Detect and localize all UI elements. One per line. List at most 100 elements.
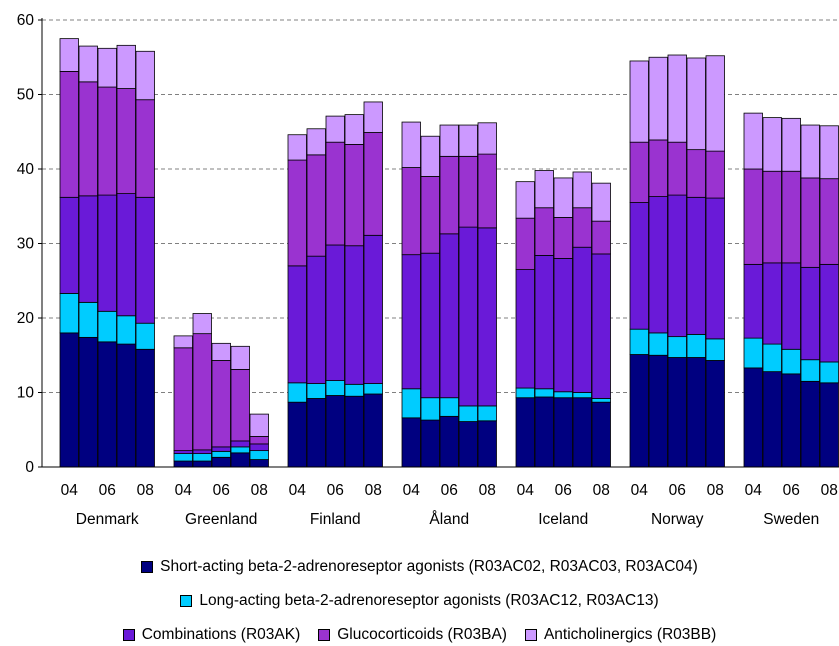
bar-segment (572, 246, 592, 393)
legend-row-2: Long-acting beta-2-adrenoreseptor agonis… (0, 592, 839, 612)
x-tick-label: 06 (783, 482, 800, 499)
bar-segment (629, 141, 649, 203)
x-tick-label: 04 (745, 482, 763, 499)
bar-segment (287, 265, 307, 384)
bar-segment (515, 397, 535, 468)
legend-swatch (318, 629, 331, 641)
bar-segment (705, 360, 725, 468)
bar-segment (363, 383, 383, 395)
bar-segment (439, 397, 459, 417)
bar-segment (743, 337, 763, 369)
bar-segment (667, 336, 687, 358)
bar-segment (648, 56, 668, 141)
bar-segment (249, 443, 269, 452)
bar-segment (591, 398, 611, 403)
bar-segment (458, 124, 478, 157)
bar-segment (591, 401, 611, 468)
bar-segment (135, 196, 155, 324)
bar-segment (78, 301, 98, 338)
bar-segment (211, 456, 231, 468)
bar-segment (515, 217, 535, 270)
bar-segment (363, 234, 383, 384)
bar-segment (515, 269, 535, 389)
bar-segment (420, 176, 440, 254)
bar-segment (230, 369, 250, 442)
bar-segment (306, 398, 326, 468)
bar-segment (534, 396, 554, 468)
x-tick-label: 06 (99, 482, 116, 499)
bar-segment (97, 47, 117, 88)
bar-segment (800, 177, 820, 268)
bar-segment (572, 207, 592, 248)
bar-segment (477, 420, 497, 468)
legend-swatch (122, 629, 135, 641)
y-tick-label: 20 (17, 310, 35, 327)
bar-segment (135, 99, 155, 198)
bar-segment (781, 117, 801, 172)
x-tick-label: 04 (631, 482, 649, 499)
bar-segment (439, 415, 459, 468)
x-tick-label: 04 (403, 482, 421, 499)
bar-segment (173, 450, 193, 454)
x-tick-label: 08 (479, 482, 496, 499)
bar-segment (648, 332, 668, 356)
bar-segment (287, 382, 307, 403)
legend-swatch (180, 595, 193, 607)
bar-segment (553, 177, 573, 218)
bar-segment (781, 262, 801, 350)
x-tick-label: 06 (327, 482, 344, 499)
bar-segment (591, 253, 611, 399)
x-tick-label: 06 (669, 482, 686, 499)
bar-segment (667, 357, 687, 468)
bar-segment (287, 401, 307, 468)
bar-segment (705, 55, 725, 152)
x-tick-label: 04 (289, 482, 307, 499)
bar-segment (705, 338, 725, 361)
bar-segment (211, 342, 231, 361)
y-tick-label: 0 (25, 459, 34, 476)
bar-segment (59, 293, 79, 334)
bar-segment (97, 86, 117, 196)
bar-segment (458, 155, 478, 228)
bar-segment (781, 170, 801, 264)
legend-item: Combinations (R03AK) (122, 626, 300, 644)
bar-segment (743, 367, 763, 468)
bar-segment (458, 405, 478, 422)
y-tick-label: 30 (17, 236, 35, 253)
bar-segment (743, 168, 763, 265)
bar-segment (401, 254, 421, 390)
bar-segment (743, 263, 763, 339)
bar-segment (553, 257, 573, 393)
bar-segment (173, 347, 193, 452)
x-tick-label: 08 (251, 482, 268, 499)
x-tick-label: 08 (593, 482, 610, 499)
bar-segment (116, 343, 136, 468)
bar-segment (135, 348, 155, 468)
bar-segment (819, 361, 839, 384)
bar-segment (401, 388, 421, 419)
bar-segment (515, 387, 535, 399)
bar-segment (762, 343, 782, 373)
bar-segment (705, 150, 725, 199)
legend-swatch (524, 629, 537, 641)
y-tick-label: 50 (17, 87, 35, 104)
bar-segment (363, 101, 383, 133)
bar-segment (192, 333, 212, 451)
group-label: Sweden (763, 511, 819, 528)
bar-segment (667, 194, 687, 338)
bar-segment (249, 450, 269, 460)
x-tick-label: 08 (137, 482, 154, 499)
bar-segment (363, 393, 383, 468)
bar-segment (325, 244, 345, 381)
bar-segment (173, 335, 193, 349)
bar-segment (192, 313, 212, 335)
bar-segment (553, 391, 573, 399)
legend-item: Glucocorticoids (R03BA) (318, 626, 507, 644)
bar-segment (135, 322, 155, 350)
bar-segment (401, 417, 421, 468)
x-tick-label: 08 (821, 482, 838, 499)
bar-segment (97, 310, 117, 343)
bar-segment (477, 227, 497, 407)
bar-segment (458, 226, 478, 407)
